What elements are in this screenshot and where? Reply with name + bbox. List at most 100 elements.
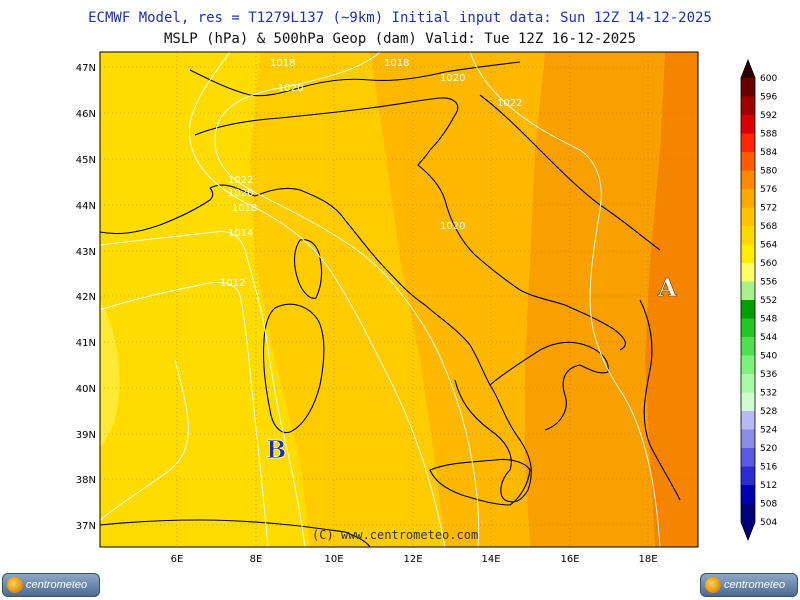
lat-label: 46N (76, 109, 96, 120)
isobar-label: 1018 (232, 203, 257, 214)
colorbar-swatch (741, 115, 755, 134)
balkan-coastline (479, 94, 661, 251)
colorbar-label: 504 (760, 518, 777, 528)
lon-label: 12E (403, 554, 422, 565)
lat-label: 40N (76, 384, 96, 395)
colorbar-swatch (741, 207, 755, 227)
model-info-title: ECMWF Model, res = T1279L137 (~9km) Init… (88, 10, 712, 26)
colorbar-label: 576 (760, 185, 777, 195)
isobar-label: 1020 (440, 221, 465, 232)
colorbar-label: 508 (760, 500, 777, 510)
colorbar-swatch (741, 300, 755, 319)
latitude-labels: 47N 46N 45N 44N 43N 42N 41N 40N 39N 38N … (76, 63, 96, 532)
colorbar-swatch (741, 244, 755, 264)
colorbar-label: 580 (760, 167, 777, 177)
isobar-label: 1012 (220, 278, 245, 289)
alps-border (189, 61, 521, 97)
colorbar-swatch (741, 355, 755, 375)
colorbar-label: 512 (760, 481, 777, 491)
albania-greece-coastline (639, 299, 681, 501)
colorbar-label: 572 (760, 204, 777, 214)
geop-band-564-568 (525, 52, 665, 547)
geopotential-fill (100, 52, 698, 547)
po-valley-border (194, 97, 459, 166)
sicily (429, 458, 531, 506)
geop-band-560-564-right (370, 52, 545, 547)
lon-label: 10E (324, 554, 343, 565)
colorbar-label: 564 (760, 241, 777, 251)
colorbar-swatch (741, 374, 755, 393)
lon-label: 18E (638, 554, 657, 565)
geop-band-west-lobe (100, 300, 120, 448)
isobar-1012 (100, 282, 269, 547)
colorbar-swatch (741, 337, 755, 356)
chart-variable-title: MSLP (hPa) & 500hPa Geop (dam) Valid: Tu… (163, 31, 636, 47)
colorbar-label: 520 (760, 444, 777, 454)
colorbar-swatch (741, 96, 755, 116)
colorbar-legend: 600 596 592 588 584 580 576 572 568 564 560 556 552 5… (740, 58, 777, 542)
colorbar-label: 556 (760, 278, 777, 288)
colorbar-label: 584 (760, 148, 777, 158)
colorbar-swatch (741, 133, 755, 153)
colorbar-label: 516 (760, 463, 777, 473)
colorbar-swatch (741, 429, 755, 449)
globe-icon (705, 577, 721, 593)
lat-label: 43N (76, 247, 96, 258)
france-coastline (100, 187, 214, 235)
isobar-1018 (188, 52, 446, 547)
adriatic-coastline (417, 164, 626, 351)
isobar-label: 1020 (440, 73, 465, 84)
centrometeo-logo-right[interactable]: centrometeo (700, 573, 798, 597)
geop-band-560-564 (250, 52, 445, 547)
lat-label: 42N (76, 292, 96, 303)
lon-label: 6E (171, 554, 184, 565)
colorbar-swatch (741, 448, 755, 467)
isobar-label: 1014 (228, 228, 253, 239)
isobar-label: 1022 (228, 175, 253, 186)
lon-label: 16E (560, 554, 579, 565)
colorbar-swatch (741, 318, 755, 338)
lon-label: 14E (481, 554, 500, 565)
lat-label: 41N (76, 338, 96, 349)
colorbar-bottom-arrow (741, 522, 755, 540)
isobar-1022 (469, 52, 661, 547)
logo-text: centrometeo (26, 579, 88, 591)
colorbar-swatch (741, 485, 755, 504)
colorbar-label: 552 (760, 296, 777, 306)
isobar-label: 1020 (228, 188, 253, 199)
colorbar-swatch (741, 392, 755, 412)
colorbar-swatch (741, 170, 755, 190)
colorbar-swatch (741, 78, 755, 97)
geop-band-568-572 (645, 52, 698, 547)
colorbar-label: 532 (760, 389, 777, 399)
isobar-labels: 1018 1020 1018 1020 1022 1022 1020 1018 … (220, 58, 522, 289)
colorbar-label: 536 (760, 370, 777, 380)
isobar-1014 (100, 231, 306, 547)
colorbar-label: 596 (760, 93, 777, 103)
colorbar-label: 528 (760, 407, 777, 417)
italy-coastline (209, 184, 609, 503)
isobars (100, 52, 661, 547)
centrometeo-logo-left[interactable]: centrometeo (2, 573, 100, 597)
colorbar-label: 592 (760, 111, 777, 121)
colorbar-swatch (741, 152, 755, 171)
map-frame (99, 51, 699, 548)
colorbar-label: 524 (760, 426, 777, 436)
lat-label: 39N (76, 430, 96, 441)
coastlines (100, 61, 681, 547)
colorbar-label: 588 (760, 130, 777, 140)
colorbar-top-arrow (741, 60, 755, 78)
isobar-1016 (100, 359, 189, 521)
colorbar-swatch (741, 503, 755, 523)
isobar-1020 (214, 52, 480, 547)
isobar-label: 1020 (278, 83, 303, 94)
colorbar-label: 548 (760, 315, 777, 325)
isobar-label: 1018 (270, 58, 295, 69)
colorbar-swatch (741, 189, 755, 208)
isobar-label: 1018 (384, 58, 409, 69)
low-pressure-marker: B (266, 435, 286, 464)
lon-label: 8E (250, 554, 263, 565)
colorbar-label: 560 (760, 259, 777, 269)
lat-label: 38N (76, 475, 96, 486)
